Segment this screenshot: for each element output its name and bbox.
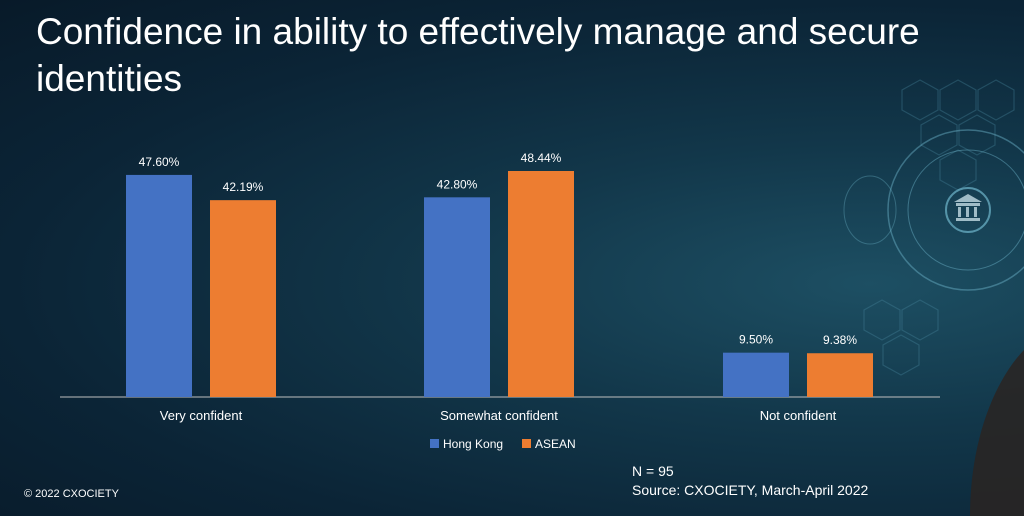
legend-label-hong-kong: Hong Kong — [443, 437, 503, 451]
bar-hong-kong-very-confident — [126, 174, 192, 397]
data-label-hong-kong-very-confident: 47.60% — [139, 155, 180, 169]
legend-swatch-asean — [522, 439, 531, 448]
category-label: Very confident — [160, 408, 243, 423]
data-label-asean-very-confident: 42.19% — [223, 180, 264, 194]
source-note: N = 95 Source: CXOCIETY, March-April 202… — [632, 462, 868, 500]
bar-hong-kong-not-confident — [723, 352, 789, 397]
data-label-asean-not-confident: 9.38% — [823, 333, 857, 347]
bar-asean-very-confident — [210, 200, 276, 397]
data-label-hong-kong-not-confident: 9.50% — [739, 333, 773, 347]
copyright: © 2022 CXOCIETY — [24, 488, 119, 500]
data-label-asean-somewhat-confident: 48.44% — [521, 151, 562, 165]
cyber-security-background-decoration — [843, 79, 1024, 516]
bar-asean-somewhat-confident — [508, 171, 574, 397]
chart-title: Confidence in ability to effectively man… — [36, 11, 920, 99]
bar-asean-not-confident — [807, 353, 873, 397]
data-label-hong-kong-somewhat-confident: 42.80% — [437, 177, 478, 191]
legend: Hong Kong ASEAN — [430, 437, 576, 451]
category-label: Somewhat confident — [440, 408, 558, 423]
sample-size: N = 95 — [632, 463, 674, 479]
category-label: Not confident — [760, 408, 837, 423]
legend-swatch-hong-kong — [430, 439, 439, 448]
source-text: Source: CXOCIETY, March-April 2022 — [632, 482, 869, 498]
bar-hong-kong-somewhat-confident — [424, 197, 490, 397]
legend-label-asean: ASEAN — [535, 437, 576, 451]
